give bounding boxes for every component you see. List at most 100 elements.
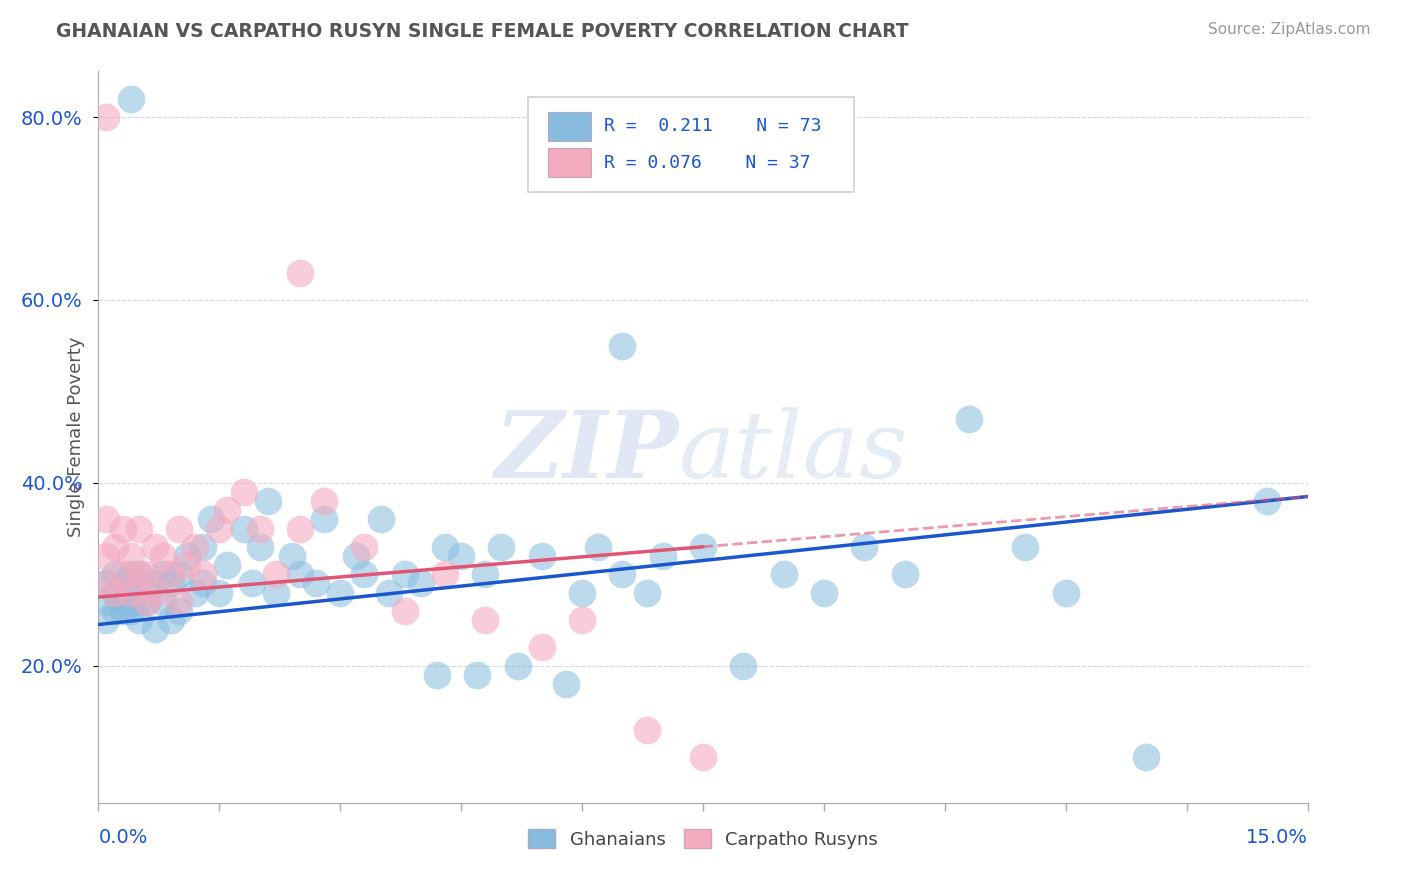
Point xyxy=(344,549,367,563)
Point xyxy=(555,677,578,691)
Point xyxy=(103,604,125,618)
Point xyxy=(426,667,449,681)
Point xyxy=(128,594,150,608)
Point xyxy=(893,567,915,582)
Point xyxy=(353,567,375,582)
Point xyxy=(193,567,215,582)
Point xyxy=(167,594,190,608)
Text: R = 0.076    N = 37: R = 0.076 N = 37 xyxy=(603,153,810,172)
Legend: Ghanaians, Carpatho Rusyns: Ghanaians, Carpatho Rusyns xyxy=(520,822,886,856)
Point xyxy=(256,494,278,508)
Point xyxy=(353,540,375,554)
Point xyxy=(394,567,416,582)
Text: 0.0%: 0.0% xyxy=(98,829,148,847)
Point xyxy=(111,576,134,591)
Point xyxy=(370,512,392,526)
Point xyxy=(135,567,157,582)
Point xyxy=(111,521,134,535)
Point xyxy=(329,585,352,599)
Point xyxy=(377,585,399,599)
Point xyxy=(636,585,658,599)
Point xyxy=(288,567,311,582)
Point xyxy=(167,604,190,618)
Point xyxy=(120,604,142,618)
Point xyxy=(636,723,658,737)
Point xyxy=(612,338,634,352)
Bar xyxy=(548,112,591,141)
Point xyxy=(103,540,125,554)
Point xyxy=(506,658,529,673)
Point xyxy=(135,594,157,608)
Point xyxy=(288,266,311,280)
Point xyxy=(957,412,980,426)
Point xyxy=(530,549,553,563)
Point xyxy=(143,576,166,591)
Point xyxy=(281,549,304,563)
FancyBboxPatch shape xyxy=(527,97,855,192)
Point xyxy=(152,567,174,582)
Point xyxy=(465,667,488,681)
Point xyxy=(474,613,496,627)
Point xyxy=(692,540,714,554)
Point xyxy=(434,567,457,582)
Y-axis label: Single Female Poverty: Single Female Poverty xyxy=(66,337,84,537)
Point xyxy=(651,549,673,563)
Point xyxy=(612,567,634,582)
Point xyxy=(96,576,118,591)
Point xyxy=(314,512,336,526)
Point xyxy=(143,540,166,554)
Point xyxy=(314,494,336,508)
Text: 15.0%: 15.0% xyxy=(1246,829,1308,847)
Point xyxy=(586,540,609,554)
Point xyxy=(571,585,593,599)
Point xyxy=(120,585,142,599)
Point xyxy=(208,521,231,535)
Point xyxy=(111,594,134,608)
Point xyxy=(128,567,150,582)
Point xyxy=(160,576,183,591)
Point xyxy=(128,521,150,535)
Point xyxy=(96,549,118,563)
Point xyxy=(96,110,118,124)
Point xyxy=(813,585,835,599)
Point xyxy=(128,567,150,582)
Point xyxy=(120,585,142,599)
Point xyxy=(264,567,287,582)
Point xyxy=(571,613,593,627)
Point xyxy=(305,576,328,591)
Point xyxy=(167,521,190,535)
Point xyxy=(217,503,239,517)
Point xyxy=(232,521,254,535)
Point xyxy=(111,604,134,618)
Point xyxy=(288,521,311,535)
Point xyxy=(491,540,513,554)
Point xyxy=(160,567,183,582)
Point xyxy=(208,585,231,599)
Point xyxy=(249,540,271,554)
Point xyxy=(184,585,207,599)
Point xyxy=(120,549,142,563)
Point xyxy=(733,658,755,673)
Point xyxy=(249,521,271,535)
Point xyxy=(96,512,118,526)
Point xyxy=(530,640,553,655)
Point xyxy=(217,558,239,573)
Point xyxy=(240,576,263,591)
Point xyxy=(96,576,118,591)
Point xyxy=(111,567,134,582)
Point xyxy=(176,549,198,563)
Point xyxy=(450,549,472,563)
Point xyxy=(128,613,150,627)
Point xyxy=(135,594,157,608)
Point xyxy=(103,585,125,599)
Point xyxy=(1135,750,1157,764)
Point xyxy=(152,549,174,563)
Point xyxy=(135,585,157,599)
Bar xyxy=(548,148,591,178)
Point xyxy=(1054,585,1077,599)
Text: Source: ZipAtlas.com: Source: ZipAtlas.com xyxy=(1208,22,1371,37)
Point xyxy=(264,585,287,599)
Point xyxy=(167,567,190,582)
Point xyxy=(176,558,198,573)
Point xyxy=(160,613,183,627)
